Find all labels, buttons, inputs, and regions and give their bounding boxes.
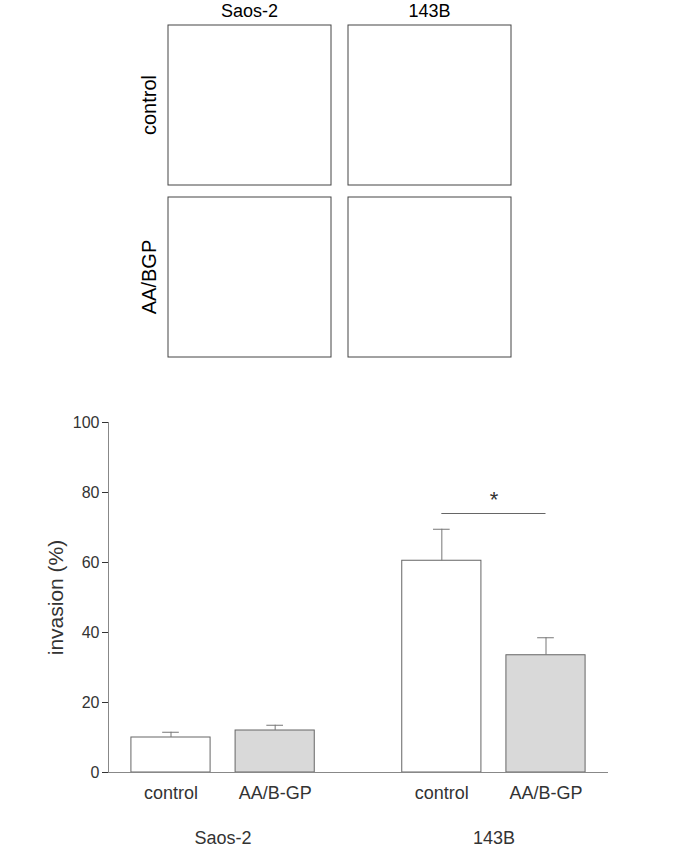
svg-text:control: control	[415, 783, 469, 803]
svg-text:Saos-2: Saos-2	[221, 1, 278, 21]
svg-text:control: control	[144, 783, 198, 803]
svg-text:invasion (%): invasion (%)	[44, 540, 67, 656]
svg-text:80: 80	[82, 484, 100, 501]
svg-text:100: 100	[73, 414, 100, 431]
svg-text:AA/BGP: AA/BGP	[138, 240, 160, 314]
svg-text:20: 20	[82, 694, 100, 711]
svg-text:AA/B-GP: AA/B-GP	[239, 783, 312, 803]
svg-text:60: 60	[82, 554, 100, 571]
svg-text:40: 40	[82, 624, 100, 641]
svg-text:0: 0	[91, 764, 100, 781]
svg-text:control: control	[138, 75, 160, 135]
svg-text:143B: 143B	[473, 828, 515, 848]
svg-text:AA/B-GP: AA/B-GP	[509, 783, 582, 803]
svg-text:Saos-2: Saos-2	[195, 828, 252, 848]
svg-text:143B: 143B	[408, 1, 450, 21]
svg-text:*: *	[490, 487, 499, 512]
